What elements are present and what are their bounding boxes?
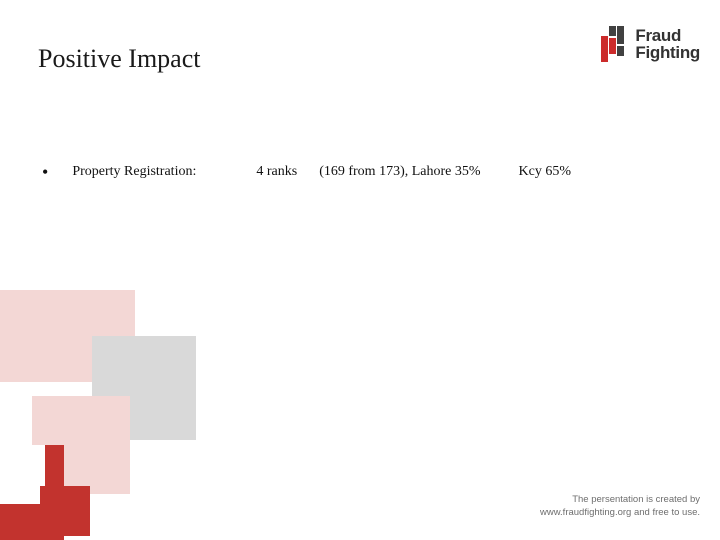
page-title: Positive Impact xyxy=(38,44,200,74)
logo-word-1: Fraud xyxy=(635,27,700,44)
bullet-extra: Kcy 65% xyxy=(519,164,572,180)
footer-line-1: The persentation is created by xyxy=(540,494,700,507)
bullet-ranks: 4 ranks xyxy=(256,164,297,180)
slide: Positive Impact Fraud Fighting • Propert… xyxy=(0,0,720,540)
logo-text: Fraud Fighting xyxy=(635,27,700,61)
bullet-line: • Property Registration: 4 ranks (169 fr… xyxy=(42,163,571,181)
logo-mark-icon xyxy=(601,26,629,62)
bullet-label: Property Registration: xyxy=(72,164,196,180)
brand-logo: Fraud Fighting xyxy=(601,26,700,62)
footer-credit: The persentation is created by www.fraud… xyxy=(540,494,700,520)
footer-line-2: www.fraudfighting.org and free to use. xyxy=(540,507,700,520)
logo-word-2: Fighting xyxy=(635,44,700,61)
decor-block xyxy=(40,486,90,536)
decor-block xyxy=(0,445,45,504)
bullet-icon: • xyxy=(42,163,48,181)
bullet-detail: (169 from 173), Lahore 35% xyxy=(319,164,480,180)
